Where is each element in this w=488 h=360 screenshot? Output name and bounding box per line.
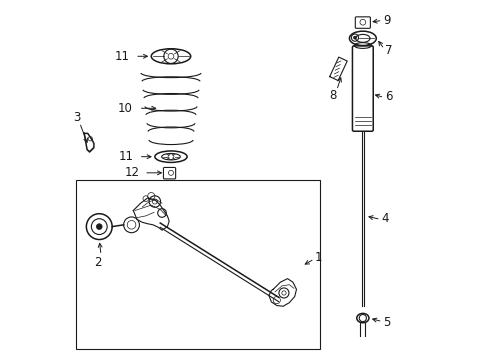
- Text: 11: 11: [118, 150, 133, 163]
- Text: 3: 3: [73, 111, 81, 124]
- Circle shape: [96, 224, 102, 229]
- Circle shape: [353, 36, 356, 39]
- Text: 6: 6: [384, 90, 392, 103]
- Text: 11: 11: [115, 50, 129, 63]
- Text: 4: 4: [381, 212, 388, 225]
- Text: 5: 5: [383, 316, 390, 329]
- Text: 1: 1: [314, 251, 322, 264]
- Text: 2: 2: [94, 256, 101, 269]
- Bar: [76, 180, 319, 348]
- Text: 9: 9: [383, 14, 390, 27]
- Text: 7: 7: [384, 44, 392, 57]
- Text: 8: 8: [329, 89, 336, 102]
- Text: 12: 12: [124, 166, 139, 179]
- Text: 10: 10: [118, 102, 133, 115]
